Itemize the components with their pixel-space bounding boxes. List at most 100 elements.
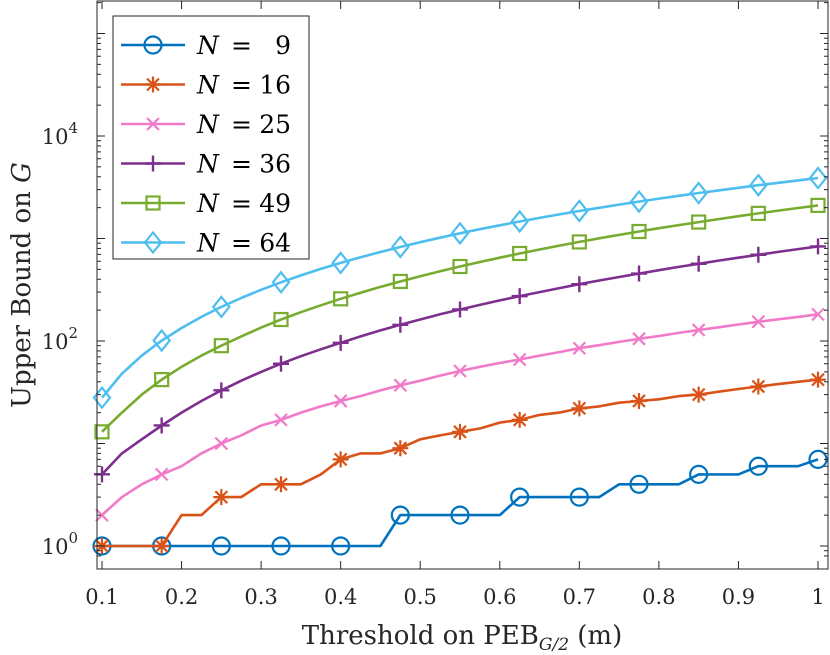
- legend-entry-16: N = 16: [121, 71, 291, 100]
- data-point-9-27: [629, 474, 649, 494]
- y-tick-label-exponent: 2: [68, 324, 78, 342]
- data-point-25-30: [691, 323, 706, 337]
- data-point-16-21: [511, 411, 528, 428]
- x-axis-title-unit: (m): [569, 621, 622, 651]
- legend-label-equals: =: [231, 189, 252, 218]
- y-tick-label: 100: [42, 529, 78, 559]
- legend-label: N = 9: [196, 31, 291, 60]
- data-point-64-30: [689, 181, 709, 205]
- data-point-64-27: [629, 189, 649, 214]
- data-point-9-30: [689, 464, 709, 484]
- data-point-49-12: [333, 291, 349, 307]
- data-point-49-6: [213, 338, 229, 354]
- data-point-9-9: [271, 536, 291, 556]
- legend-label-value: 25: [259, 110, 291, 139]
- data-point-49-18: [452, 258, 468, 275]
- x-tick-label: 0.8: [642, 585, 675, 609]
- x-axis-title: Threshold on PEBG/2 (m): [302, 621, 622, 655]
- series-36: [94, 238, 826, 483]
- legend-marker: [143, 230, 163, 255]
- legend-entry-49: N = 49: [121, 189, 291, 218]
- legend-label-equals: =: [231, 229, 252, 258]
- y-tick-label-exponent: 4: [68, 119, 78, 137]
- data-point-25-15: [393, 378, 408, 393]
- data-point-9-36: [808, 449, 828, 469]
- data-point-49-9: [273, 311, 289, 328]
- series-line-16: [102, 378, 819, 548]
- legend-label-variable: N: [196, 229, 220, 258]
- data-point-25-36: [811, 307, 825, 322]
- data-point-49-27: [631, 223, 647, 240]
- legend-label-variable: N: [196, 71, 220, 100]
- data-point-49-30: [691, 214, 707, 230]
- data-point-16-18: [452, 423, 468, 440]
- data-point-36-21: [511, 288, 528, 305]
- y-axis-title-variable: G: [7, 162, 37, 183]
- legend-label-variable: N: [196, 110, 220, 139]
- legend-label-value: 9: [275, 31, 291, 60]
- legend-label-variable: N: [196, 189, 220, 218]
- legend-entry-36: N = 36: [121, 150, 291, 179]
- legend-label-variable: N: [196, 31, 220, 60]
- data-point-36-9: [273, 355, 289, 372]
- data-point-64-9: [271, 270, 291, 295]
- y-tick-label-base: 10: [42, 125, 69, 149]
- series-line-36: [101, 245, 819, 476]
- legend-label-value: 16: [259, 71, 291, 100]
- legend-box: [112, 15, 310, 260]
- x-tick-label: 0.1: [85, 585, 118, 609]
- data-point-25-9: [274, 413, 288, 427]
- data-point-36-15: [392, 316, 409, 333]
- legend-label: N = 16: [196, 71, 291, 100]
- legend-label-equals: =: [231, 110, 252, 139]
- x-tick-label: 0.9: [722, 585, 755, 609]
- x-tick-label: 0.7: [563, 585, 596, 609]
- data-point-16-30: [690, 386, 707, 403]
- data-point-64-15: [390, 235, 410, 259]
- data-point-16-15: [392, 440, 409, 457]
- legend-label-variable: N: [196, 150, 220, 179]
- data-point-64-18: [450, 221, 470, 246]
- data-point-25-18: [453, 364, 467, 378]
- data-point-36-24: [571, 276, 588, 293]
- data-point-25-21: [512, 352, 527, 367]
- data-point-25-27: [632, 332, 646, 346]
- y-tick-label-base: 10: [42, 535, 69, 559]
- x-tick-label: 0.3: [244, 585, 277, 609]
- series-49: [94, 197, 826, 440]
- series-25: [95, 307, 825, 522]
- legend-marker: [143, 35, 163, 55]
- legend-label: N = 36: [196, 150, 291, 179]
- y-tick-label-exponent: 0: [68, 529, 78, 547]
- data-point-36-3: [153, 417, 170, 434]
- data-point-36-6: [213, 382, 230, 399]
- data-point-16-36: [810, 371, 826, 388]
- y-tick-label: 104: [42, 119, 78, 149]
- data-point-16-3: [153, 538, 170, 554]
- data-point-16-33: [750, 378, 767, 395]
- data-point-16-9: [273, 476, 289, 493]
- x-tick-label: 0.6: [483, 585, 516, 609]
- data-point-25-0: [95, 508, 109, 522]
- data-point-16-6: [213, 489, 230, 506]
- legend-label: N = 49: [196, 189, 291, 218]
- series-9: [92, 449, 828, 556]
- y-tick-label-base: 10: [42, 330, 69, 354]
- data-point-36-30: [690, 255, 707, 272]
- x-tick-label: 0.2: [165, 585, 198, 609]
- data-point-36-36: [810, 238, 826, 255]
- data-point-36-18: [452, 301, 468, 318]
- legend-label: N = 64: [196, 229, 291, 258]
- legend-label: N = 25: [196, 110, 291, 139]
- data-point-25-3: [154, 467, 169, 482]
- legend-marker: [145, 155, 161, 172]
- data-point-64-6: [211, 295, 231, 319]
- data-point-49-15: [392, 273, 408, 290]
- data-point-49-24: [571, 234, 587, 250]
- data-point-9-18: [450, 505, 470, 525]
- series-line-9: [102, 458, 819, 548]
- series-line-25: [101, 313, 819, 517]
- x-tick-label: 0.5: [404, 585, 437, 609]
